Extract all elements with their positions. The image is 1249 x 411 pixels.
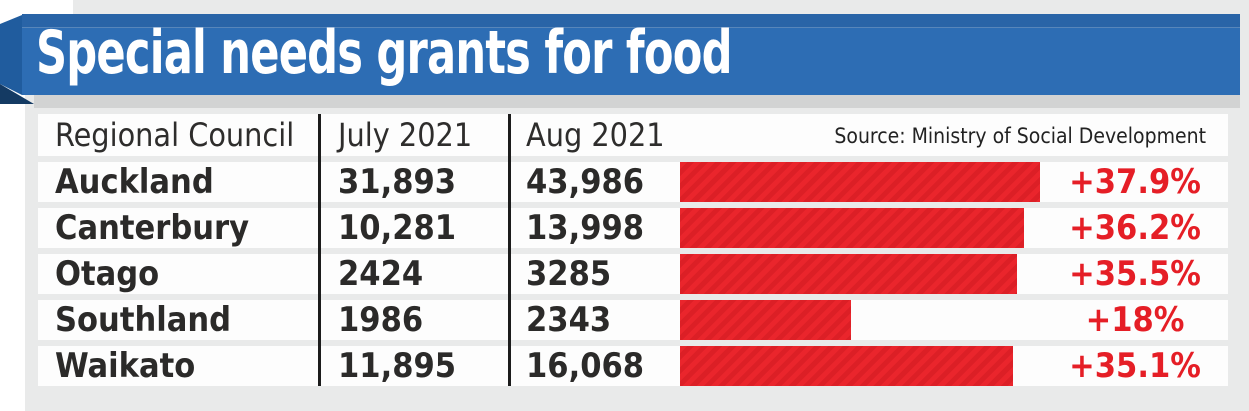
header-july-2021: July 2021 bbox=[338, 116, 473, 154]
page-title: Special needs grants for food bbox=[36, 18, 733, 88]
council-name: Auckland bbox=[55, 162, 214, 202]
table-row: Canterbury 10,281 13,998 +36.2% bbox=[38, 208, 1228, 248]
council-name: Waikato bbox=[55, 346, 196, 386]
percent-label: +35.1% bbox=[1069, 346, 1201, 386]
council-name: Canterbury bbox=[55, 208, 250, 248]
aug-value: 13,998 bbox=[526, 208, 645, 248]
table-row: Waikato 11,895 16,068 +35.1% bbox=[38, 346, 1228, 386]
column-divider-2 bbox=[508, 114, 511, 386]
percent-label: +18% bbox=[1085, 300, 1185, 340]
banner-drop-shadow bbox=[34, 95, 1240, 108]
bar-zone: +35.5% bbox=[680, 254, 1228, 294]
bar-zone: +18% bbox=[680, 300, 1228, 340]
increase-bar bbox=[680, 346, 1013, 386]
percent-label: +37.9% bbox=[1069, 162, 1201, 202]
july-value: 11,895 bbox=[338, 346, 457, 386]
panel-top-notch bbox=[25, 0, 73, 14]
council-name: Otago bbox=[55, 254, 160, 294]
increase-bar bbox=[680, 162, 1040, 202]
ribbon-fold bbox=[0, 15, 22, 95]
bar-zone: +36.2% bbox=[680, 208, 1228, 248]
increase-bar bbox=[680, 300, 851, 340]
table-row: Southland 1986 2343 +18% bbox=[38, 300, 1228, 340]
source-note: Source: Ministry of Social Development bbox=[834, 124, 1206, 148]
grants-table: Regional Council July 2021 Aug 2021 Sour… bbox=[38, 114, 1228, 386]
july-value: 2424 bbox=[338, 254, 424, 294]
increase-bar bbox=[680, 254, 1017, 294]
column-divider-1 bbox=[318, 114, 321, 386]
header-aug-2021: Aug 2021 bbox=[526, 116, 665, 154]
table-row: Otago 2424 3285 +35.5% bbox=[38, 254, 1228, 294]
title-banner: Special needs grants for food bbox=[22, 14, 1240, 95]
percent-label: +35.5% bbox=[1069, 254, 1201, 294]
percent-label: +36.2% bbox=[1069, 208, 1201, 248]
council-name: Southland bbox=[55, 300, 232, 340]
aug-value: 3285 bbox=[526, 254, 612, 294]
table-row: Auckland 31,893 43,986 +37.9% bbox=[38, 162, 1228, 202]
july-value: 10,281 bbox=[338, 208, 457, 248]
aug-value: 16,068 bbox=[526, 346, 645, 386]
july-value: 1986 bbox=[338, 300, 424, 340]
header-regional-council: Regional Council bbox=[55, 116, 295, 154]
july-value: 31,893 bbox=[338, 162, 457, 202]
bar-zone: +37.9% bbox=[680, 162, 1228, 202]
bar-zone: +35.1% bbox=[680, 346, 1228, 386]
increase-bar bbox=[680, 208, 1024, 248]
table-header-row: Regional Council July 2021 Aug 2021 Sour… bbox=[38, 114, 1228, 156]
aug-value: 43,986 bbox=[526, 162, 645, 202]
aug-value: 2343 bbox=[526, 300, 612, 340]
